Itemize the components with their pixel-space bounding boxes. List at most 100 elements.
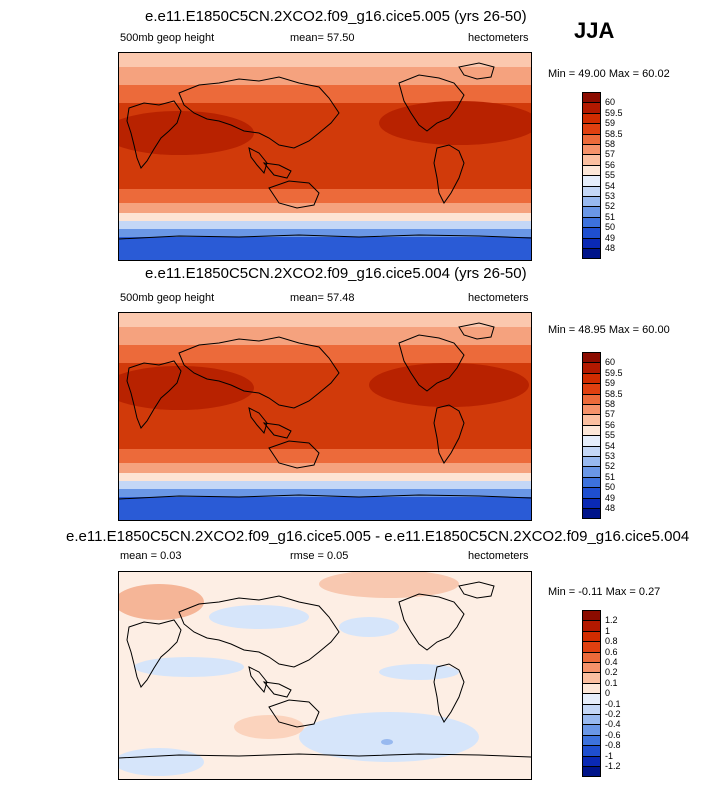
panel2-title: e.e11.E1850C5CN.2XCO2.f09_g16.cice5.004 … (145, 265, 527, 282)
field-neg-region (299, 712, 479, 762)
field-band (119, 327, 531, 345)
colorbar-tick-label: 59.5 (605, 367, 623, 378)
panel3-mean-label: mean = (120, 550, 157, 562)
colorbar-tick-label: 0.2 (605, 667, 618, 678)
panel2-mean-label: mean= (290, 292, 324, 304)
colorbar-tick-label: 0 (605, 688, 611, 699)
coastlines (119, 581, 531, 759)
colorbar-tick-label: 53 (605, 191, 616, 201)
field-max-region (119, 111, 254, 155)
field-band (119, 463, 531, 473)
colorbar-tick-label: 54 (605, 440, 616, 451)
field-pos-region (319, 572, 459, 598)
colorbar-tick-label: 57 (605, 409, 616, 420)
field-neg-region (209, 605, 309, 629)
panel1-variable-label: 500mb geop height (120, 32, 215, 44)
colorbar-tick-label: 52 (605, 461, 616, 472)
colorbar-tick-label: -1 (605, 750, 614, 761)
colorbar-tick-label: 50 (605, 482, 616, 493)
field-band (119, 67, 531, 85)
colorbar-tick-label: 60 (605, 97, 616, 108)
panel3-rmse-value: 0.05 (327, 550, 349, 562)
colorbar-tick-label: 58.5 (605, 128, 623, 139)
panel1-map (118, 52, 532, 261)
colorbar-tick-label: 0.6 (605, 646, 618, 657)
field-band (119, 237, 531, 260)
colorbar-tick-label: 48 (605, 243, 616, 253)
field-band (119, 449, 531, 463)
colorbar-tick-label: 0.8 (605, 636, 618, 647)
colorbar-tick-label: -0.8 (605, 740, 621, 751)
field-max-region (379, 101, 531, 145)
field-band (119, 189, 531, 203)
colorbar-tick-label: 51 (605, 211, 616, 222)
panel1-units: hectometers (468, 32, 529, 44)
colorbar-tick-label: 56 (605, 159, 616, 170)
colorbar-tick-label: 56 (605, 419, 616, 430)
panel3-mean-value: 0.03 (160, 550, 182, 562)
colorbar-swatch (582, 766, 601, 778)
panel2-units: hectometers (468, 292, 529, 304)
field-band (119, 203, 531, 213)
colorbar-tick-label: 58.5 (605, 388, 623, 399)
panel1-minmax: Min = 49.00 Max = 60.02 (548, 68, 670, 80)
field-band (119, 481, 531, 489)
panel2-mean-value: 57.48 (327, 292, 355, 304)
field-pos-region (234, 715, 304, 739)
panel1-colorbar: 60 59.5 59 58.5 58 57 56 55 54 53 52 51 50 49 48 (582, 92, 632, 260)
colorbar-tick-label: 59 (605, 118, 616, 129)
field-band (119, 497, 531, 520)
field-neg-region (381, 739, 393, 745)
colorbar-tick-label: 58 (605, 399, 616, 409)
colorbar-tick-label: -0.1 (605, 698, 621, 709)
colorbar-tick-label: 1.2 (605, 615, 618, 626)
panel3-colorbar: 1.2 1 0.8 0.6 0.4 0.2 0.1 0 -0.1 -0.2 -0.4 -0.6 -0.8… (582, 610, 632, 778)
field-band (119, 229, 531, 237)
colorbar-tick-label: 57 (605, 149, 616, 160)
field-band (119, 489, 531, 497)
panel2-minmax: Min = 48.95 Max = 60.00 (548, 324, 670, 336)
colorbar-tick-label: 58 (605, 139, 616, 149)
colorbar-tick-label: 1 (605, 625, 611, 636)
panel3-title: e.e11.E1850C5CN.2XCO2.f09_g16.cice5.005 … (66, 528, 690, 545)
panel1-field (119, 53, 531, 260)
colorbar-tick-label: 51 (605, 471, 616, 482)
panel1-title: e.e11.E1850C5CN.2XCO2.f09_g16.cice5.005 … (145, 8, 527, 25)
panel3-mean: mean = 0.03 (120, 550, 181, 562)
colorbar-tick-label: 52 (605, 201, 616, 212)
colorbar-tick-label: 0.1 (605, 677, 618, 688)
colorbar-tick-label: 59 (605, 378, 616, 389)
coastlines (119, 62, 531, 240)
field-band (119, 213, 531, 221)
field-neg-region (379, 664, 459, 680)
panel2-mean: mean= 57.48 (290, 292, 355, 304)
field-band (119, 313, 531, 327)
panel3-units: hectometers (468, 550, 529, 562)
colorbar-tick-label: 55 (605, 170, 616, 181)
colorbar-tick-label: 55 (605, 430, 616, 441)
field-neg-region (339, 617, 399, 637)
colorbar-tick-label: 49 (605, 492, 616, 503)
panel1-mean-value: 57.50 (327, 32, 355, 44)
panel3-map (118, 571, 532, 780)
colorbar-tick-label: -1.2 (605, 761, 621, 771)
field-max-region (369, 363, 529, 407)
colorbar-tick-label: -0.4 (605, 719, 621, 730)
field-band (119, 473, 531, 481)
panel3-rmse: rmse = 0.05 (290, 550, 348, 562)
field-neg-region (134, 657, 244, 677)
coastlines (119, 322, 531, 500)
colorbar-tick-label: 60 (605, 357, 616, 368)
field-band (119, 53, 531, 67)
colorbar-swatch (582, 248, 601, 260)
panel2-colorbar: 60 59.5 59 58.5 58 57 56 55 54 53 52 51 50 49 48 (582, 352, 632, 520)
colorbar-swatch (582, 508, 601, 520)
field-band (119, 221, 531, 229)
panel3-field (119, 572, 531, 779)
panel3-minmax: Min = -0.11 Max = 0.27 (548, 586, 661, 598)
panel2-field (119, 313, 531, 520)
panel1-mean: mean= 57.50 (290, 32, 355, 44)
colorbar-tick-label: 50 (605, 222, 616, 233)
season-label: JJA (574, 18, 615, 43)
colorbar-tick-label: 54 (605, 180, 616, 191)
